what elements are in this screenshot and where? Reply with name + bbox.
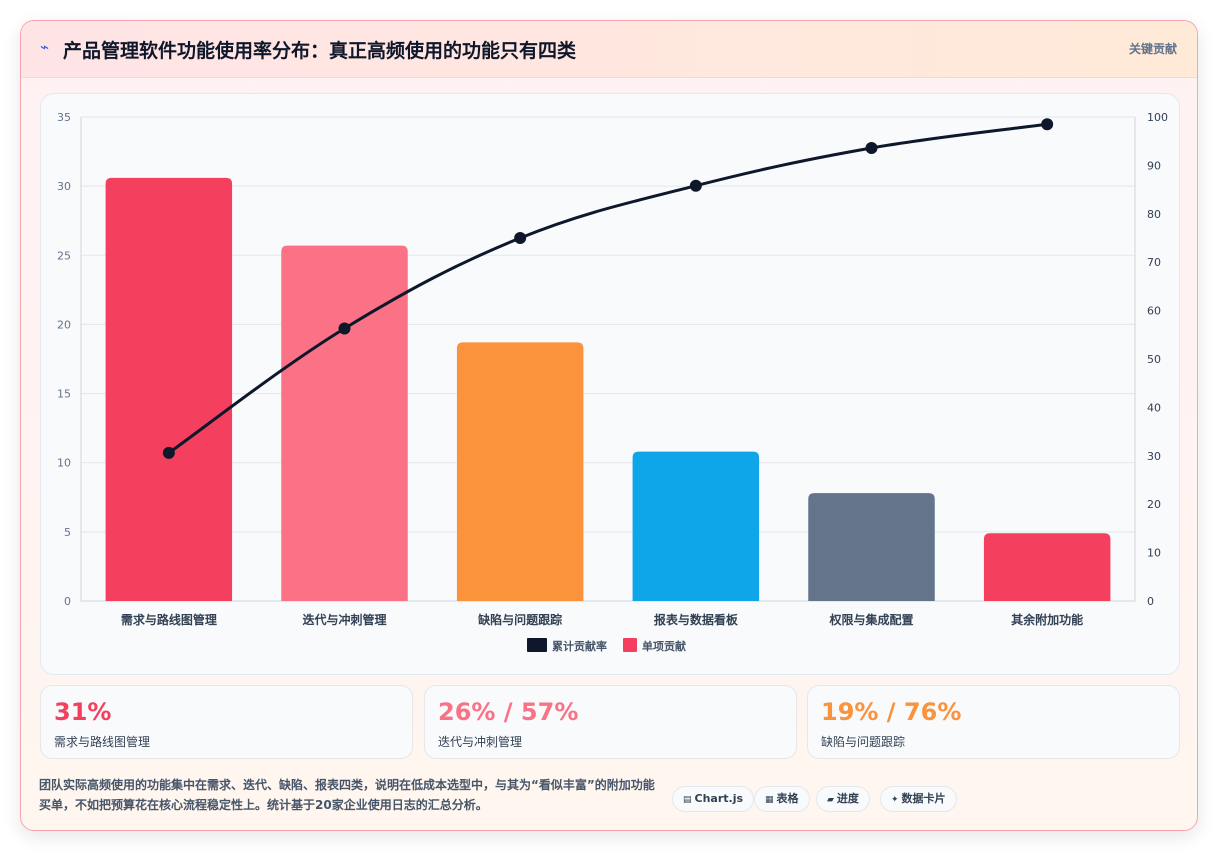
y-tick-right: 30	[1147, 450, 1161, 463]
y-tick-left: 10	[57, 457, 71, 470]
y-tick-right: 0	[1147, 595, 1154, 608]
sparkle-icon: ✦	[891, 795, 899, 805]
stat-value: 26% / 57%	[438, 698, 579, 726]
chip-label: 表格	[776, 792, 799, 805]
progress-icon: ▰	[827, 795, 834, 805]
y-tick-right: 10	[1147, 547, 1161, 560]
chip-chartjs[interactable]: ▤ Chart.js	[672, 786, 755, 812]
key-contribution-label: 关键贡献	[1128, 42, 1177, 56]
bar	[105, 177, 233, 601]
stat-card-iteration: 26% / 57% 迭代与冲刺管理	[424, 685, 797, 759]
stat-value: 31%	[54, 698, 112, 726]
y-tick-right: 40	[1147, 401, 1161, 414]
stat-label: 需求与路线图管理	[54, 735, 151, 749]
y-tick-left: 20	[57, 318, 71, 331]
cumulative-point	[514, 232, 527, 244]
chip-label: 进度	[836, 792, 859, 805]
chip-table[interactable]: ▦ 表格	[754, 786, 810, 812]
chip-label: Chart.js	[694, 792, 744, 805]
x-tick-label: 权限与集成配置	[828, 612, 913, 627]
y-tick-left: 35	[57, 111, 71, 124]
x-tick-label: 缺陷与问题跟踪	[478, 612, 562, 627]
pulse-icon: ⌁	[40, 38, 50, 56]
table-icon: ▦	[765, 795, 774, 805]
x-tick-label: 其余附加功能	[1011, 612, 1083, 627]
cumulative-point	[338, 322, 351, 335]
x-tick-label: 报表与数据看板	[654, 612, 739, 627]
bar	[281, 245, 408, 601]
x-tick-label: 迭代与冲刺管理	[302, 612, 386, 627]
chip-data-card[interactable]: ✦ 数据卡片	[880, 786, 957, 812]
stat-card-defects: 19% / 76% 缺陷与问题跟踪	[807, 685, 1180, 759]
pareto-chart: 0 5 10 15 20 25 30 35 0 10 20 30 40 50 60 70 80 90 100 需求与路…	[57, 111, 1168, 653]
stat-value: 19% / 76%	[821, 698, 962, 726]
y-tick-left: 30	[57, 180, 71, 193]
chart-panel: 0 5 10 15 20 25 30 35 0 10 20 30 40 50 60 70 80 90 100 需求与路…	[40, 93, 1180, 675]
cumulative-point	[689, 179, 702, 192]
cumulative-point	[162, 446, 175, 459]
cumulative-point	[1041, 118, 1054, 131]
y-tick-left: 15	[57, 388, 71, 401]
plot-area	[81, 117, 1135, 601]
chart-icon: ▤	[683, 795, 692, 805]
bar	[983, 533, 1111, 601]
chip-progress[interactable]: ▰ 进度	[816, 786, 870, 812]
bar	[632, 451, 760, 601]
y-tick-right: 70	[1147, 256, 1161, 269]
y-tick-right: 20	[1147, 498, 1161, 511]
stat-card-requirements: 31% 需求与路线图管理	[40, 685, 413, 759]
card-header: ⌁ 产品管理软件功能使用率分布：真正高频使用的功能只有四类 关键贡献	[21, 21, 1197, 78]
summary-text: 团队实际高频使用的功能集中在需求、迭代、缺陷、报表四类，说明在低成本选型中，与其…	[39, 778, 655, 812]
y-tick-right: 60	[1147, 305, 1161, 318]
legend-swatch-bar	[623, 638, 637, 652]
bar	[808, 493, 935, 601]
y-tick-left: 5	[64, 526, 71, 539]
stat-label: 迭代与冲刺管理	[438, 735, 523, 749]
chip-label: 数据卡片	[901, 792, 946, 805]
cumulative-line	[167, 122, 1048, 455]
y-tick-left: 0	[64, 595, 71, 608]
legend-swatch-cumulative	[527, 638, 547, 652]
y-tick-right: 100	[1147, 111, 1168, 124]
y-tick-right: 80	[1147, 208, 1161, 221]
x-tick-label: 需求与路线图管理	[121, 612, 217, 627]
legend-label: 累计贡献率	[552, 639, 607, 653]
cumulative-point	[865, 141, 878, 154]
y-tick-right: 50	[1147, 353, 1161, 366]
stat-label: 缺陷与问题跟踪	[821, 735, 906, 749]
bar	[456, 342, 584, 601]
page-title: 产品管理软件功能使用率分布：真正高频使用的功能只有四类	[63, 40, 577, 62]
y-tick-left: 25	[57, 249, 71, 262]
report-card: ⌁ 产品管理软件功能使用率分布：真正高频使用的功能只有四类 关键贡献 0 5 10 1…	[20, 20, 1198, 831]
legend-label: 单项贡献	[642, 639, 686, 653]
y-tick-right: 90	[1147, 159, 1161, 172]
